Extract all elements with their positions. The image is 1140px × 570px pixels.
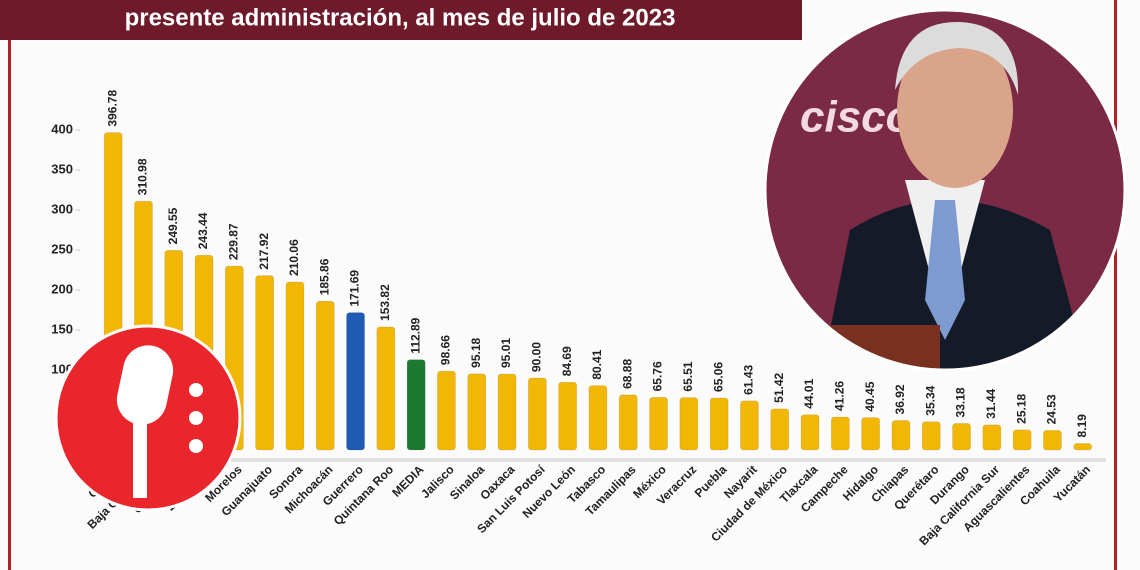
value-label: 65.06 bbox=[711, 362, 725, 392]
bar bbox=[497, 373, 517, 451]
bar bbox=[770, 408, 790, 451]
y-tick-label: 150 bbox=[51, 321, 73, 336]
bar bbox=[437, 370, 456, 451]
hair bbox=[895, 21, 1019, 95]
value-label: 68.88 bbox=[620, 359, 634, 389]
value-label: 8.19 bbox=[1075, 414, 1089, 438]
bar bbox=[1012, 429, 1032, 451]
bar bbox=[558, 381, 577, 451]
bar bbox=[346, 312, 365, 451]
value-label: 61.43 bbox=[742, 365, 756, 395]
dot bbox=[189, 411, 203, 425]
bar bbox=[649, 397, 668, 451]
value-label: 98.66 bbox=[439, 335, 453, 365]
value-label: 65.76 bbox=[651, 361, 665, 391]
value-label: 310.98 bbox=[136, 158, 150, 195]
bar bbox=[709, 397, 729, 451]
bar bbox=[285, 281, 305, 451]
y-tick-label: 250 bbox=[51, 241, 73, 256]
value-label: 153.82 bbox=[378, 284, 392, 321]
value-label: 84.69 bbox=[560, 346, 574, 376]
value-label: 210.06 bbox=[287, 239, 301, 276]
mic-head bbox=[116, 345, 174, 425]
value-label: 80.41 bbox=[590, 349, 604, 379]
title-banner bbox=[0, 0, 802, 40]
bar bbox=[467, 373, 487, 451]
value-label: 243.44 bbox=[196, 212, 210, 249]
bar bbox=[952, 423, 971, 451]
bar bbox=[618, 394, 638, 451]
value-label: 31.44 bbox=[984, 388, 998, 418]
photo-ring bbox=[763, 8, 1127, 372]
value-label: 35.34 bbox=[923, 385, 937, 415]
value-label: 171.69 bbox=[348, 270, 362, 307]
face bbox=[897, 32, 1013, 188]
value-label: 95.01 bbox=[499, 338, 513, 368]
value-label: 33.18 bbox=[954, 387, 968, 417]
frame-right bbox=[1114, 0, 1117, 570]
value-label: 36.92 bbox=[893, 384, 907, 414]
value-label: 396.78 bbox=[105, 90, 119, 127]
bar bbox=[679, 397, 699, 451]
value-label: 229.87 bbox=[227, 223, 241, 260]
bar bbox=[891, 420, 911, 451]
value-label: 41.26 bbox=[833, 381, 847, 411]
bar bbox=[861, 417, 880, 451]
value-label: 90.00 bbox=[530, 342, 544, 372]
value-label: 25.18 bbox=[1014, 394, 1028, 424]
value-label: 185.86 bbox=[317, 258, 331, 295]
value-label: 44.01 bbox=[802, 378, 816, 408]
value-label: 40.45 bbox=[863, 381, 877, 411]
speaker-photo: cisco bbox=[765, 10, 1125, 370]
value-label: 112.89 bbox=[408, 317, 422, 353]
dot bbox=[189, 439, 203, 453]
bar bbox=[740, 400, 759, 451]
bar bbox=[921, 421, 941, 451]
value-label: 51.42 bbox=[772, 373, 786, 403]
bar bbox=[588, 385, 608, 451]
bar bbox=[800, 414, 820, 451]
y-tick-label: 350 bbox=[51, 161, 73, 176]
bar bbox=[1043, 430, 1062, 451]
tie bbox=[925, 200, 965, 340]
bar bbox=[528, 377, 547, 451]
y-tick-label: 400 bbox=[51, 121, 73, 136]
value-label: 249.55 bbox=[166, 207, 180, 244]
chart-title: presente administración, al mes de julio… bbox=[125, 4, 676, 31]
value-label: 65.51 bbox=[681, 361, 695, 391]
value-label: 95.18 bbox=[469, 338, 483, 368]
bar bbox=[1073, 443, 1093, 451]
photo-backdrop-text: cisco bbox=[800, 93, 913, 142]
value-label: 217.92 bbox=[257, 233, 271, 270]
bar bbox=[406, 359, 426, 451]
mic-stem bbox=[133, 420, 147, 498]
bar bbox=[376, 326, 396, 451]
bar bbox=[255, 275, 274, 451]
axis-floor bbox=[96, 458, 1106, 462]
value-label: 24.53 bbox=[1045, 394, 1059, 424]
bar bbox=[315, 301, 335, 451]
frame-left bbox=[8, 0, 11, 570]
bar bbox=[982, 424, 1002, 451]
bar bbox=[831, 416, 850, 451]
y-tick-label: 300 bbox=[51, 201, 73, 216]
dot bbox=[189, 383, 203, 397]
mic-icon bbox=[54, 324, 242, 512]
y-tick-label: 200 bbox=[51, 281, 73, 296]
